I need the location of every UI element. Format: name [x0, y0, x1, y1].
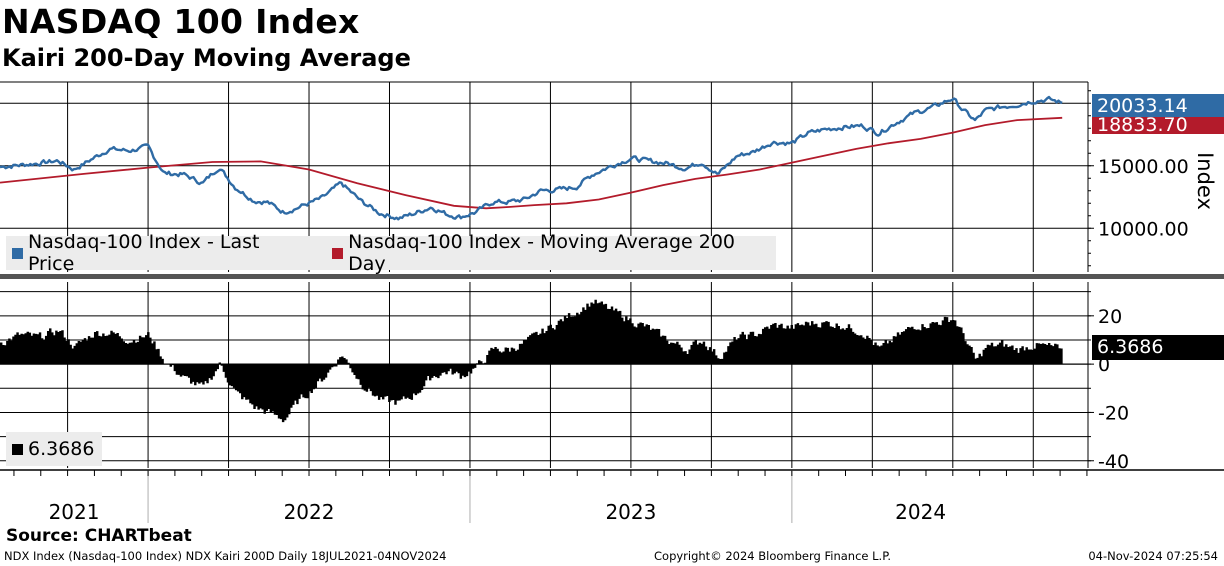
- y-tick-label: 10000.00: [1098, 218, 1189, 240]
- legend-label-kairi: 6.3686: [28, 438, 95, 460]
- x-year-label: 2021: [49, 500, 100, 524]
- legend-label-last-price: Nasdaq-100 Index - Last Price: [27, 231, 260, 275]
- x-axis-labels: 2021 2022 2023 2024: [13, 470, 1088, 524]
- y-axis-label-text: Index: [1193, 152, 1217, 210]
- y-tick-label: 15000.00: [1098, 156, 1189, 178]
- y-axis-label: Index: [1185, 144, 1224, 218]
- last-price-value: 20033.14: [1097, 95, 1188, 117]
- legend-label-ma200: Nasdaq-100 Index - Moving Average 200 Da…: [348, 231, 735, 275]
- plot-series: [0, 95, 1063, 423]
- x-year-label: 2024: [895, 500, 946, 524]
- legend-swatch-ma200: [332, 247, 344, 259]
- footer-copyright: Copyright© 2024 Bloomberg Finance L.P.: [654, 549, 891, 563]
- panel-separator: [0, 274, 1224, 279]
- ma200-value: 18833.70: [1097, 117, 1188, 134]
- footer-ticker-info: NDX Index (Nasdaq-100 Index) NDX Kairi 2…: [4, 549, 447, 563]
- kairi-histogram: [0, 299, 1063, 423]
- ma200-line: [0, 116, 1063, 210]
- legend-item-last-price: Nasdaq-100 Index - Last Price: [12, 231, 310, 275]
- y-tick-label: -20: [1098, 402, 1129, 424]
- source-note: Source: CHARTbeat: [6, 526, 192, 546]
- x-year-label: 2023: [605, 500, 656, 524]
- kairi-legend: 6.3686: [6, 432, 102, 466]
- axes: [0, 81, 1224, 471]
- last-price-line: [0, 95, 1063, 221]
- kairi-tag: 6.3686: [1092, 335, 1224, 360]
- x-year-label: 2022: [284, 500, 335, 524]
- chart-title: NASDAQ 100 Index: [2, 2, 360, 41]
- chart-subtitle: Kairi 200-Day Moving Average: [2, 44, 411, 72]
- price-legend: Nasdaq-100 Index - Last Price Nasdaq-100…: [6, 231, 776, 275]
- y-tick-label: 20: [1098, 306, 1122, 328]
- footer-timestamp: 04-Nov-2024 07:25:54: [1088, 549, 1218, 563]
- ma200-tag: 18833.70: [1092, 117, 1224, 134]
- legend-swatch-last-price: [12, 247, 23, 259]
- y-tick-label: -40: [1098, 451, 1129, 473]
- last-price-tag: 20033.14: [1092, 94, 1224, 118]
- legend-item-ma200: Nasdaq-100 Index - Moving Average 200 Da…: [332, 231, 776, 275]
- kairi-value: 6.3686: [1097, 336, 1164, 358]
- legend-swatch-kairi: [12, 443, 23, 455]
